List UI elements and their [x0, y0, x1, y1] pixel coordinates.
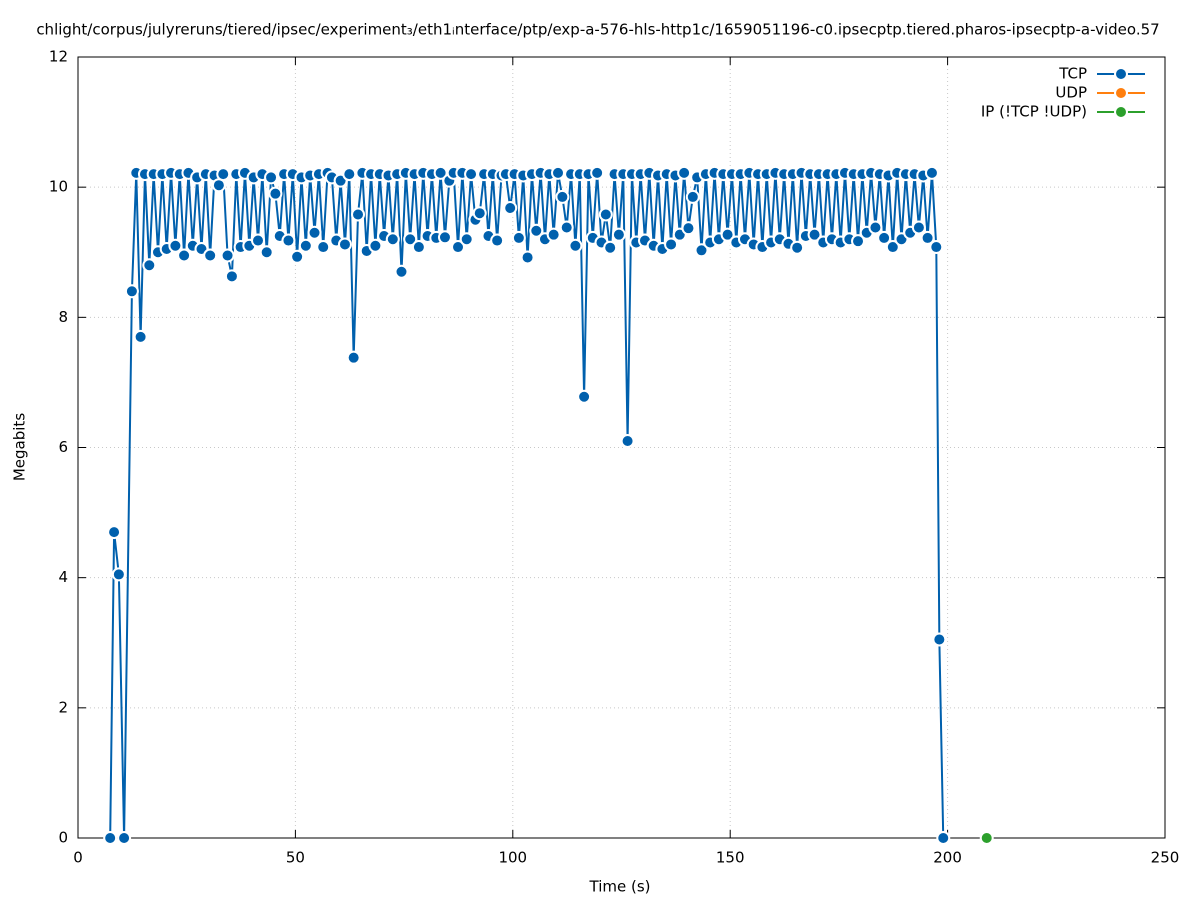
data-point	[203, 248, 218, 263]
data-point	[681, 221, 696, 236]
data-point	[885, 240, 900, 255]
data-point	[394, 264, 409, 279]
data-point	[451, 240, 466, 255]
legend-label: UDP	[1055, 84, 1087, 102]
legend-marker	[1114, 67, 1128, 81]
data-point	[936, 831, 951, 845]
data-point	[433, 165, 448, 180]
data-point	[490, 233, 505, 248]
x-tick-label: 100	[498, 849, 527, 867]
data-point	[920, 230, 935, 245]
data-point	[924, 165, 939, 180]
data-point	[351, 207, 366, 222]
data-point	[559, 220, 574, 235]
legend-label: IP (!TCP !UDP)	[981, 103, 1087, 121]
data-point	[464, 167, 479, 182]
legend-marker	[1114, 105, 1128, 119]
data-point	[555, 189, 570, 204]
y-tick-label: 6	[58, 438, 68, 456]
data-point	[316, 240, 331, 255]
chart-title: chlight/corpus/julyreruns/tiered/ipsec/e…	[36, 21, 1159, 39]
data-point	[568, 238, 583, 253]
data-point	[520, 250, 535, 265]
y-tick-label: 4	[58, 568, 68, 586]
data-point	[472, 206, 487, 221]
x-tick-label: 200	[933, 849, 962, 867]
data-point	[224, 269, 239, 284]
data-point	[664, 237, 679, 252]
data-point	[868, 220, 883, 235]
data-point	[503, 200, 518, 215]
data-point	[877, 230, 892, 245]
data-point	[620, 433, 635, 448]
data-point	[220, 248, 235, 263]
x-tick-label: 250	[1151, 849, 1180, 867]
data-point	[929, 240, 944, 255]
data-point	[590, 165, 605, 180]
data-point	[290, 249, 305, 264]
data-point	[107, 525, 122, 540]
data-point	[342, 167, 357, 182]
data-point	[577, 389, 592, 404]
y-tick-label: 10	[49, 178, 68, 196]
data-point	[337, 237, 352, 252]
data-point	[264, 170, 279, 185]
y-tick-label: 12	[49, 48, 68, 66]
data-point	[346, 350, 361, 365]
data-point	[694, 243, 709, 258]
data-point	[979, 831, 994, 845]
data-point	[551, 165, 566, 180]
y-tick-label: 0	[58, 829, 68, 847]
data-point	[685, 189, 700, 204]
data-point	[403, 232, 418, 247]
data-point	[611, 227, 626, 242]
x-tick-label: 150	[716, 849, 745, 867]
y-tick-label: 2	[58, 698, 68, 716]
data-point	[529, 223, 544, 238]
data-point	[603, 240, 618, 255]
data-point	[259, 245, 274, 260]
data-point	[133, 329, 148, 344]
data-point	[437, 230, 452, 245]
data-point	[677, 165, 692, 180]
plot-frame	[77, 56, 1166, 839]
data-point	[546, 227, 561, 242]
data-point	[251, 233, 266, 248]
data-point	[807, 227, 822, 242]
data-point	[216, 167, 231, 182]
data-point	[268, 186, 283, 201]
series	[103, 165, 951, 845]
data-point	[142, 258, 157, 273]
data-point	[368, 238, 383, 253]
data-point	[511, 230, 526, 245]
data-point	[117, 831, 132, 845]
data-point	[103, 831, 118, 845]
series-line	[109, 169, 945, 839]
y-tick-label: 8	[58, 308, 68, 326]
x-tick-label: 50	[286, 849, 305, 867]
data-point	[298, 238, 313, 253]
data-point	[281, 233, 296, 248]
series	[979, 831, 994, 845]
data-point	[177, 248, 192, 263]
data-point	[307, 225, 322, 240]
data-point	[385, 232, 400, 247]
data-point	[411, 240, 426, 255]
x-axis-label: Time (s)	[589, 878, 651, 896]
data-point	[790, 240, 805, 255]
data-point	[720, 227, 735, 242]
legend-label: TCP	[1058, 65, 1087, 83]
data-point	[168, 238, 183, 253]
data-point	[932, 632, 947, 647]
x-tick-label: 0	[73, 849, 83, 867]
data-point	[124, 284, 139, 299]
legend-marker	[1114, 86, 1128, 100]
data-point	[459, 232, 474, 247]
data-point	[598, 207, 613, 222]
data-point	[851, 234, 866, 249]
data-point	[911, 220, 926, 235]
data-point	[111, 567, 126, 582]
y-axis-label: Megabits	[11, 413, 29, 481]
